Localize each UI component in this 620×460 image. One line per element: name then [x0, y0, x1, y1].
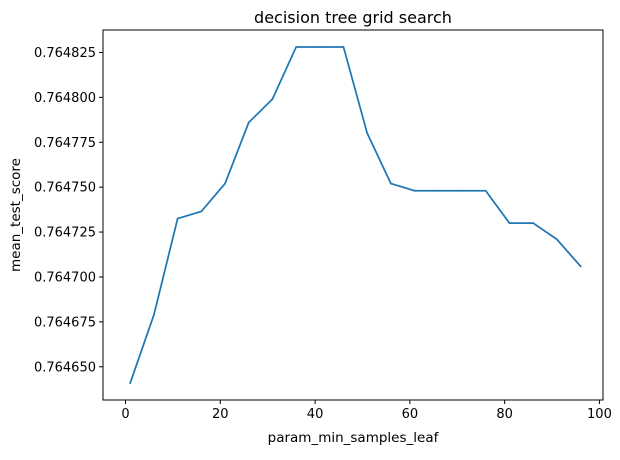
plot-frame	[102, 29, 604, 401]
data-point	[437, 189, 440, 192]
x-axis-label: param_min_samples_leaf	[268, 430, 440, 446]
y-axis-label: mean_test_score	[8, 158, 24, 272]
data-point	[461, 189, 463, 192]
x-tick-label: 40	[307, 407, 324, 422]
data-point	[342, 46, 345, 48]
plot-background	[103, 30, 603, 400]
data-point	[153, 313, 155, 316]
series-line	[129, 46, 582, 385]
data-point	[508, 222, 511, 224]
data-point	[390, 182, 392, 185]
y-tick-label: 0.764775	[34, 136, 96, 151]
data-point	[247, 121, 250, 124]
y-tick-label: 0.764700	[34, 270, 96, 285]
data-point	[579, 265, 582, 268]
x-tick-label: 80	[496, 407, 513, 422]
data-point	[413, 189, 416, 192]
x-tick-label: 60	[402, 407, 419, 422]
data-point	[176, 217, 179, 220]
data-point	[200, 210, 203, 213]
x-tick-label: 0	[121, 407, 129, 422]
data-point	[295, 46, 298, 48]
y-tick-label: 0.764825	[34, 46, 96, 61]
y-tick-label: 0.764800	[34, 91, 96, 106]
series-layer	[129, 46, 582, 385]
data-point	[129, 382, 132, 384]
data-point	[224, 182, 226, 185]
chart-title: decision tree grid search	[254, 8, 452, 27]
data-point	[271, 98, 274, 101]
y-tick-label: 0.764650	[34, 360, 96, 375]
x-tick-label: 100	[587, 407, 612, 422]
y-tick-label: 0.764725	[34, 226, 96, 241]
data-point	[555, 238, 558, 241]
data-point	[318, 46, 321, 48]
x-tick-label: 20	[212, 407, 229, 422]
y-tick-label: 0.764750	[34, 181, 96, 196]
x-axis-ticks: 0 20 40 60 80 100	[121, 400, 612, 422]
data-point	[532, 222, 534, 224]
data-point	[366, 132, 369, 135]
y-axis-ticks: 0.764650 0.764675 0.764700 0.764725 0.764750…	[34, 46, 103, 375]
y-tick-label: 0.764675	[34, 315, 96, 330]
data-point	[484, 189, 487, 192]
